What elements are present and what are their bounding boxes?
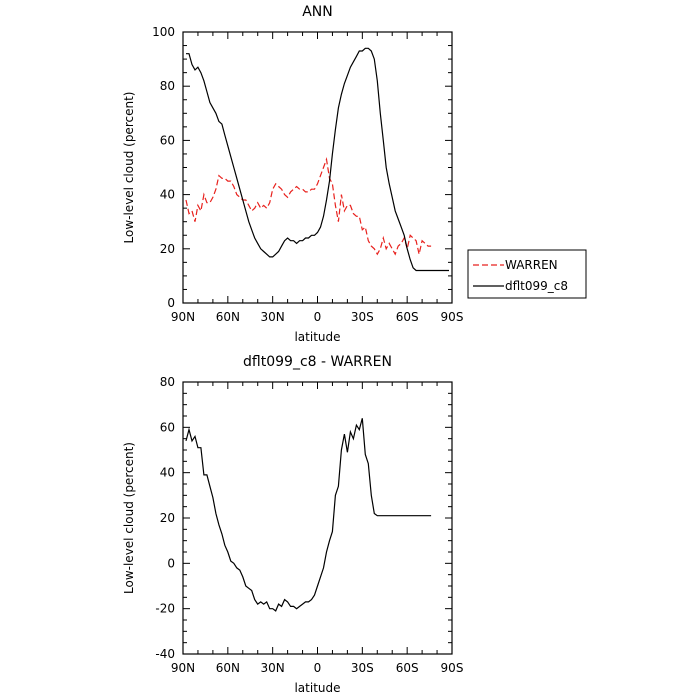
series-line-dflt099-c8 <box>186 47 449 272</box>
chart-title: dflt099_c8 - WARREN <box>243 354 392 370</box>
y-tick-label: 0 <box>167 556 175 570</box>
y-tick-label: 40 <box>160 188 175 202</box>
y-tick-label: 60 <box>160 133 175 147</box>
x-tick-label: 60N <box>216 310 240 324</box>
y-tick-label: -40 <box>155 647 175 661</box>
x-tick-label: 60N <box>216 661 240 675</box>
x-tick-label: 30N <box>261 310 285 324</box>
series-line-warren <box>185 157 432 256</box>
y-tick-label: -20 <box>155 602 175 616</box>
x-tick-label: 0 <box>314 661 322 675</box>
x-tick-label: 90N <box>171 661 195 675</box>
x-tick-label: 0 <box>314 310 322 324</box>
legend-entry: dflt099_c8 <box>505 279 568 293</box>
panel-1: ANN 90N 60N 30N 0 30S 60S 90S 0 20 40 60 80 100 latitu… <box>122 4 463 344</box>
x-tick-label: 90S <box>441 310 464 324</box>
x-axis-label: latitude <box>294 330 340 344</box>
x-tick-label: 30S <box>351 310 374 324</box>
y-tick-label: 0 <box>167 296 175 310</box>
series-line-difference <box>185 418 432 612</box>
legend-entry: WARREN <box>505 258 558 272</box>
x-tick-label: 90S <box>441 661 464 675</box>
y-tick-label: 20 <box>160 511 175 525</box>
legend-box <box>467 249 587 299</box>
y-tick-label: 40 <box>160 466 175 480</box>
y-tick-label: 80 <box>160 79 175 93</box>
chart-title: ANN <box>302 4 333 20</box>
x-tick-label: 90N <box>171 310 195 324</box>
y-tick-label: 100 <box>152 25 175 39</box>
x-tick-label: 30S <box>351 661 374 675</box>
y-tick-label: 20 <box>160 242 175 256</box>
x-tick-label: 30N <box>261 661 285 675</box>
y-tick-label: 60 <box>160 420 175 434</box>
y-tick-label: 80 <box>160 375 175 389</box>
x-tick-label: 60S <box>396 310 419 324</box>
legend: WARREN dflt099_c8 <box>467 249 587 299</box>
y-axis-label: Low-level cloud (percent) <box>122 442 136 594</box>
plot-frame <box>182 381 453 655</box>
x-axis-label: latitude <box>294 681 340 695</box>
x-tick-label: 60S <box>396 661 419 675</box>
y-axis-label: Low-level cloud (percent) <box>122 92 136 244</box>
panel-2: dflt099_c8 - WARREN 90N 60N 30N 0 30S 60S 90S -4… <box>122 354 463 695</box>
